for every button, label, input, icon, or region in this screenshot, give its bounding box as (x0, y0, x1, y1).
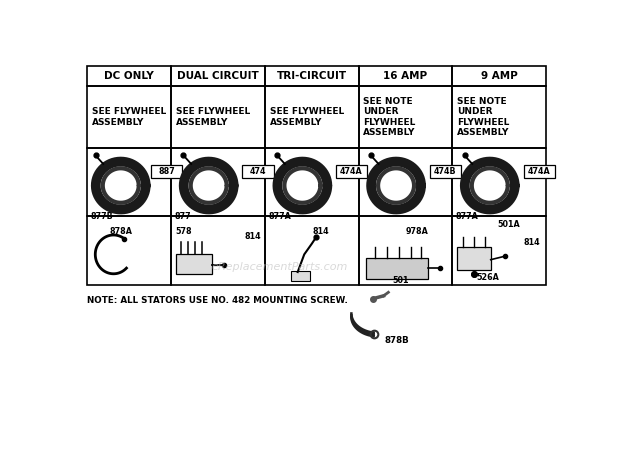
Text: TRI-CIRCUIT: TRI-CIRCUIT (277, 71, 347, 81)
Text: SEE FLYWHEEL
ASSEMBLY: SEE FLYWHEEL ASSEMBLY (270, 107, 344, 126)
Bar (453, 86, 546, 148)
Bar (265, 148, 358, 217)
Bar (453, 65, 546, 86)
Bar (171, 148, 265, 217)
Text: 814: 814 (524, 238, 540, 246)
Bar (265, 217, 358, 285)
Bar (453, 217, 546, 285)
Text: 474B: 474B (434, 167, 456, 176)
Bar (265, 65, 358, 86)
Bar (87, 86, 171, 148)
Text: SEE NOTE
UNDER
FLYWHEEL
ASSEMBLY: SEE NOTE UNDER FLYWHEEL ASSEMBLY (457, 97, 510, 137)
Text: 878A: 878A (109, 227, 132, 236)
Bar (176, 254, 212, 274)
Text: 877A: 877A (456, 213, 479, 221)
Bar (336, 165, 367, 178)
Bar (358, 217, 453, 285)
Text: 474A: 474A (528, 167, 551, 176)
Bar (265, 86, 358, 148)
Bar (151, 165, 182, 178)
Text: 887: 887 (158, 167, 175, 176)
Bar (171, 65, 265, 86)
Text: 877B: 877B (91, 213, 113, 221)
Bar (171, 217, 265, 285)
Text: 16 AMP: 16 AMP (383, 71, 428, 81)
Text: DUAL CIRCUIT: DUAL CIRCUIT (177, 71, 259, 81)
Bar (358, 65, 453, 86)
Bar (87, 65, 171, 86)
Bar (366, 258, 428, 279)
Bar (358, 86, 453, 148)
Text: 501: 501 (392, 276, 409, 285)
Text: SEE NOTE
UNDER
FLYWHEEL
ASSEMBLY: SEE NOTE UNDER FLYWHEEL ASSEMBLY (363, 97, 416, 137)
Bar (87, 148, 171, 217)
Text: 9 AMP: 9 AMP (480, 71, 518, 81)
Text: SEE FLYWHEEL
ASSEMBLY: SEE FLYWHEEL ASSEMBLY (92, 107, 166, 126)
Text: 978A: 978A (405, 227, 428, 236)
Bar (291, 271, 311, 281)
Text: 474: 474 (249, 167, 266, 176)
Bar (523, 165, 555, 178)
Text: 814: 814 (244, 232, 261, 241)
Text: 474A: 474A (340, 167, 363, 176)
Text: NOTE: ALL STATORS USE NO. 482 MOUNTING SCREW.: NOTE: ALL STATORS USE NO. 482 MOUNTING S… (87, 296, 348, 305)
Text: eReplacementParts.com: eReplacementParts.com (211, 262, 347, 272)
Text: 578: 578 (175, 227, 192, 236)
Text: 878B: 878B (384, 336, 409, 345)
Text: 877A: 877A (268, 213, 291, 221)
Text: 877: 877 (175, 213, 191, 221)
Text: SEE FLYWHEEL
ASSEMBLY: SEE FLYWHEEL ASSEMBLY (176, 107, 250, 126)
Text: DC ONLY: DC ONLY (104, 71, 154, 81)
Bar (171, 86, 265, 148)
Bar (242, 165, 273, 178)
Text: 526A: 526A (476, 273, 499, 282)
Bar (430, 165, 461, 178)
Text: 814: 814 (313, 227, 329, 236)
Text: 501A: 501A (497, 220, 520, 229)
Bar (457, 247, 491, 270)
Bar (87, 217, 171, 285)
Bar (358, 148, 453, 217)
Bar (453, 148, 546, 217)
